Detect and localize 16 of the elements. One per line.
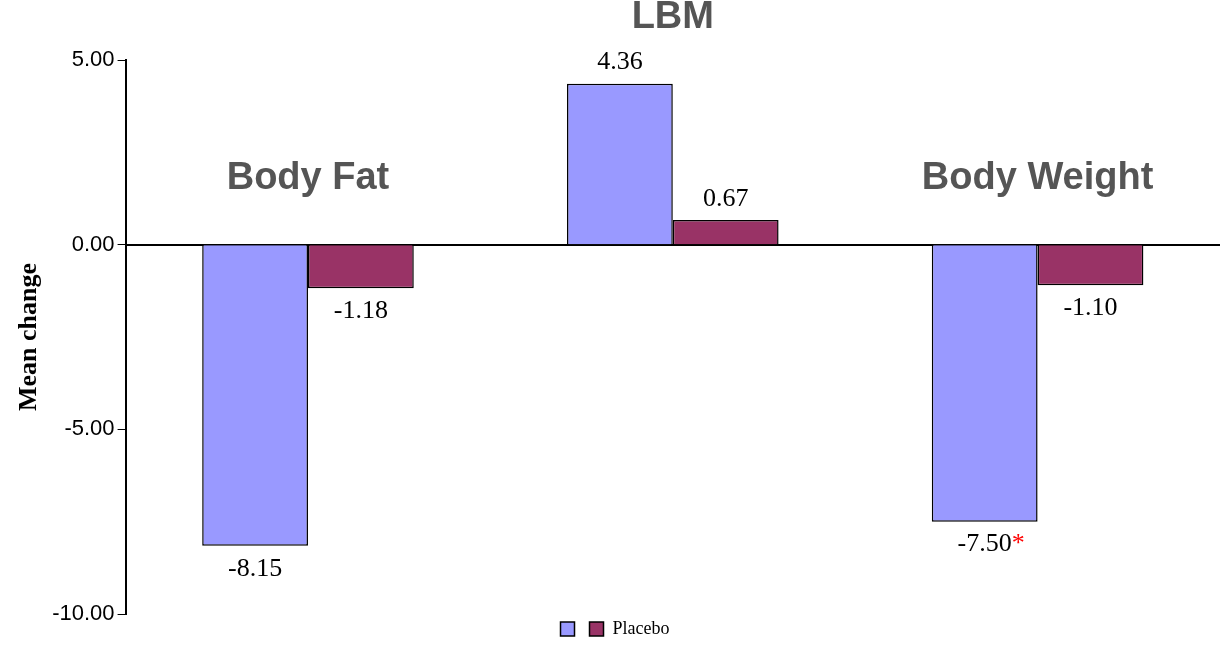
- x-tick-label: LBM: [631, 0, 714, 37]
- annotation: *: [1011, 528, 1025, 558]
- data-label: 0.67: [702, 182, 749, 212]
- x-tick-label: Body Weight: [921, 155, 1154, 198]
- y-tick-label: 0.00: [71, 230, 115, 256]
- data-label: 4.36: [597, 46, 643, 76]
- data-label: -1.10: [1063, 292, 1118, 322]
- legend-label: Placebo: [612, 617, 670, 638]
- y-tick-label: -5.00: [64, 415, 115, 441]
- data-label: -7.50: [957, 528, 1012, 558]
- x-tick-label: Body Fat: [226, 155, 390, 198]
- y-tick-label: 5.00: [71, 46, 115, 72]
- y-axis-title: Mean change: [13, 262, 43, 412]
- data-label: -8.15: [228, 552, 283, 582]
- data-label: -1.18: [333, 295, 388, 325]
- y-tick-label: -10.00: [52, 600, 115, 626]
